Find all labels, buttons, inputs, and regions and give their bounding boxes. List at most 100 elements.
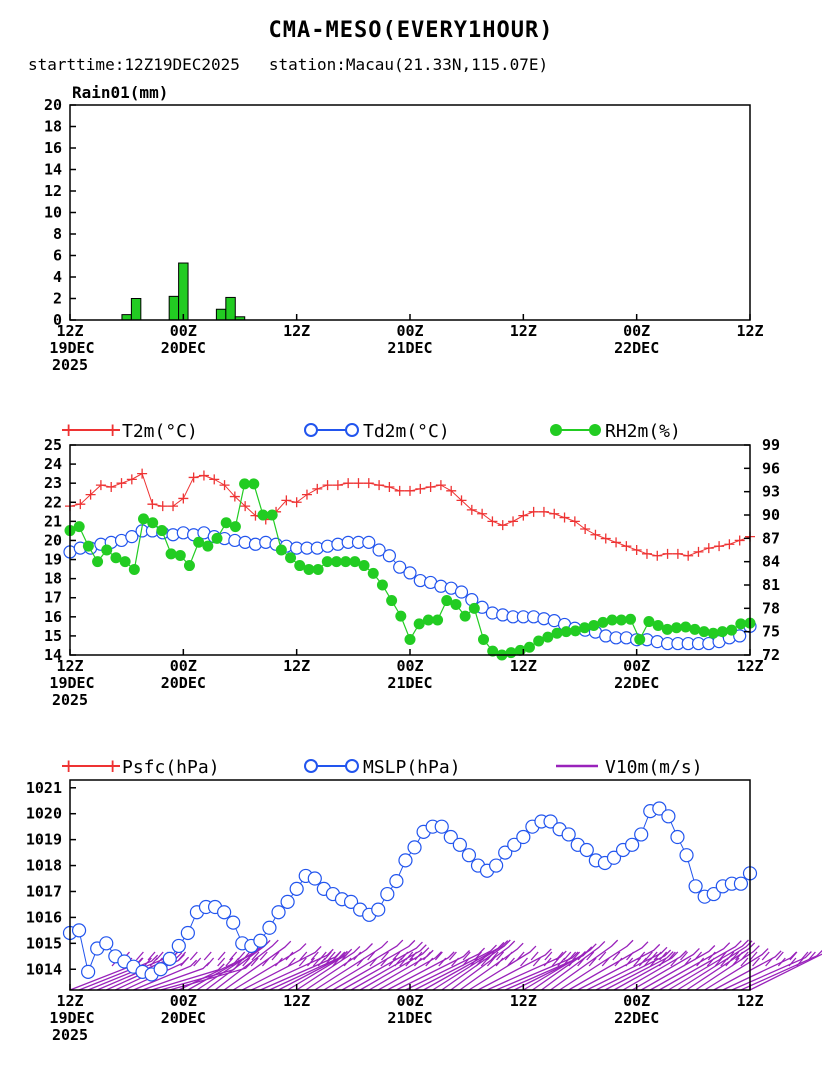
rh2m-point <box>174 549 186 561</box>
mslp-point <box>452 837 467 852</box>
v10m-barb <box>241 945 322 991</box>
rh2m-point <box>321 556 333 568</box>
rh2m-point <box>285 552 297 564</box>
rain-x-tick-label: 12Z <box>736 322 763 340</box>
temp-y-tick-label: 22 <box>44 493 62 511</box>
rain-bar <box>225 296 236 321</box>
t2m-point <box>518 510 529 521</box>
rh2m-point <box>588 619 600 631</box>
t2m-point <box>126 474 137 485</box>
rh-y-tick-label: 87 <box>762 529 780 547</box>
t2m-point <box>662 548 673 559</box>
t2m-point <box>312 483 323 494</box>
rh2m-point <box>211 532 223 544</box>
rh2m-point <box>661 623 673 635</box>
rh2m-point <box>147 517 159 529</box>
pressure-x-tick-label: 20DEC <box>161 1009 206 1027</box>
mslp-point <box>733 876 749 891</box>
v10m-barb <box>151 951 225 991</box>
mslp-point <box>153 962 168 977</box>
temp-x-tick-label: 19DEC <box>49 674 94 692</box>
rh2m-point <box>707 627 719 639</box>
t2m-point <box>549 508 560 519</box>
rain-y-tick-label: 4 <box>53 268 62 286</box>
mslp-point <box>498 845 513 860</box>
rain-plot-frame <box>69 104 751 321</box>
v10m-barb <box>686 942 756 991</box>
mslp-point <box>99 936 114 951</box>
rh2m-point <box>294 560 306 572</box>
rh-y-tick-label: 90 <box>762 506 780 524</box>
t2m-point <box>590 529 601 540</box>
rh2m-point <box>110 552 122 564</box>
legend-td2m: Td2m(°C) <box>363 421 450 442</box>
t2m-point <box>693 546 704 557</box>
mslp-point <box>434 819 449 834</box>
rh2m-point <box>634 633 646 645</box>
t2m-point <box>116 478 127 489</box>
temp-x-tick-label: 21DEC <box>387 674 432 692</box>
rh-y-tick-label: 72 <box>762 646 780 664</box>
rain-x-tick-label: 00Z <box>170 322 197 340</box>
rh2m-point <box>248 478 260 490</box>
mslp-point <box>171 938 186 954</box>
rh2m-point <box>689 623 701 635</box>
t2m-point <box>209 474 220 485</box>
rain-y-tick-label: 2 <box>53 290 62 308</box>
t2m-point <box>528 506 539 517</box>
t2m-point <box>724 539 735 550</box>
t2m-point <box>497 520 508 531</box>
legend-t2m-marker-2: + <box>106 418 119 443</box>
td2m-point <box>733 629 747 643</box>
rain-y-tick-label: 8 <box>53 225 62 243</box>
v10m-barb <box>223 940 292 991</box>
mslp-point <box>543 814 558 829</box>
v10m-barb <box>359 947 430 991</box>
temp-x-tick-label: 2025 <box>52 691 88 709</box>
temp-x-tick-label: 00Z <box>396 657 423 675</box>
v10m-barb <box>604 951 674 991</box>
v10m-barb <box>323 939 404 991</box>
rh2m-point <box>229 521 241 533</box>
mslp-point <box>606 850 622 865</box>
t2m-point <box>477 508 488 519</box>
rh2m-point <box>680 621 692 633</box>
pressure-y-tick-label: 1019 <box>26 831 62 849</box>
rh2m-point <box>487 645 499 657</box>
mslp-point <box>407 840 422 855</box>
rh2m-point <box>257 509 269 521</box>
t2m-point <box>75 499 86 510</box>
t2m-point <box>332 480 343 491</box>
v10m-barb <box>232 943 307 991</box>
t2m-point <box>85 489 96 500</box>
rh2m-point <box>202 540 214 552</box>
mslp-point <box>561 827 576 842</box>
rh2m-point <box>735 618 747 630</box>
rh2m-point <box>698 626 710 638</box>
pressure-x-tick-label: 00Z <box>170 992 197 1010</box>
rh2m-point <box>330 556 342 568</box>
rh2m-point <box>560 626 572 638</box>
t2m-point <box>734 535 745 546</box>
t2m-point <box>621 541 632 552</box>
t2m-point <box>281 495 292 506</box>
rain-x-tick-label: 12Z <box>510 322 537 340</box>
mslp-point <box>71 923 87 938</box>
rh2m-point <box>726 624 738 636</box>
rh2m-point <box>413 618 425 630</box>
t2m-point <box>405 485 415 496</box>
mslp-point <box>217 905 232 920</box>
pressure-x-tick-label: 2025 <box>52 1026 88 1044</box>
temp-y-tick-label: 23 <box>44 474 62 492</box>
pressure-x-tick-label: 19DEC <box>49 1009 94 1027</box>
t2m-point <box>580 524 591 534</box>
rh2m-point <box>340 556 352 568</box>
rh2m-point <box>716 626 728 638</box>
pressure-y-tick-label: 1020 <box>26 805 62 823</box>
legend-rh2m-marker <box>550 424 562 436</box>
pressure-x-tick-label: 12Z <box>283 992 310 1010</box>
rh2m-point <box>101 544 113 556</box>
legend-rh2m-marker-2 <box>589 424 601 436</box>
t2m-point <box>425 482 436 492</box>
rh2m-point <box>652 619 664 631</box>
